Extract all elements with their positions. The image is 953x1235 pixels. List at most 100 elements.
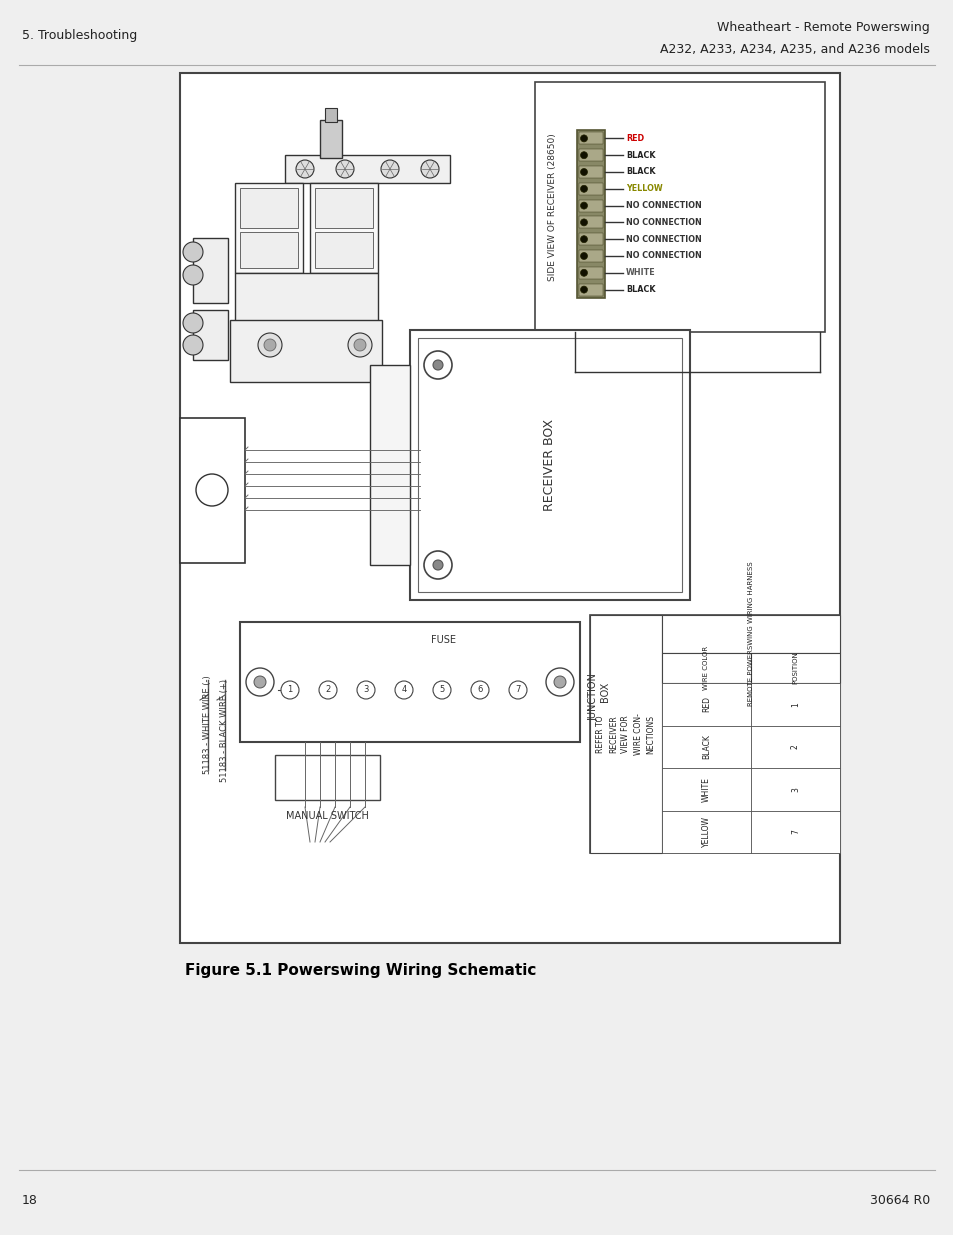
Text: 7: 7 xyxy=(515,685,520,694)
Bar xyxy=(274,755,379,800)
Bar xyxy=(661,683,750,725)
Circle shape xyxy=(433,359,442,370)
Circle shape xyxy=(579,203,587,209)
Text: BLACK: BLACK xyxy=(701,735,710,760)
Circle shape xyxy=(579,252,587,259)
Text: 30664 R0: 30664 R0 xyxy=(869,1193,929,1207)
Text: MANUAL SWITCH: MANUAL SWITCH xyxy=(286,811,369,821)
Bar xyxy=(240,622,579,742)
Bar xyxy=(578,149,602,162)
Circle shape xyxy=(335,161,354,178)
Bar xyxy=(180,73,840,944)
Circle shape xyxy=(183,242,203,262)
Bar xyxy=(240,188,297,228)
Bar xyxy=(285,156,450,183)
Bar xyxy=(578,249,602,262)
Text: 18: 18 xyxy=(22,1193,38,1207)
Text: BLACK: BLACK xyxy=(625,285,655,294)
Text: RED: RED xyxy=(625,133,643,143)
Circle shape xyxy=(554,676,565,688)
Circle shape xyxy=(183,335,203,354)
Text: REMOTE POWERSWING WIRING HARNESS: REMOTE POWERSWING WIRING HARNESS xyxy=(747,562,753,706)
Bar xyxy=(310,183,377,273)
Bar xyxy=(750,653,840,683)
Bar xyxy=(578,284,602,295)
Bar xyxy=(230,320,381,382)
Circle shape xyxy=(253,676,266,688)
Bar xyxy=(577,130,604,298)
Text: NO CONNECTION: NO CONNECTION xyxy=(625,217,701,227)
Bar xyxy=(750,768,840,810)
Bar xyxy=(589,615,661,853)
Bar xyxy=(417,338,681,592)
Circle shape xyxy=(579,168,587,175)
Text: 4: 4 xyxy=(401,685,406,694)
Circle shape xyxy=(356,680,375,699)
Text: 1: 1 xyxy=(790,701,800,706)
Bar xyxy=(240,232,297,268)
Text: 3: 3 xyxy=(363,685,368,694)
Text: A232, A233, A234, A235, and A236 models: A232, A233, A234, A235, and A236 models xyxy=(659,43,929,57)
Text: 2: 2 xyxy=(325,685,331,694)
Circle shape xyxy=(579,135,587,142)
Bar xyxy=(750,683,840,725)
Text: 5: 5 xyxy=(439,685,444,694)
Circle shape xyxy=(471,680,489,699)
Circle shape xyxy=(183,266,203,285)
Circle shape xyxy=(423,351,452,379)
Circle shape xyxy=(195,474,228,506)
Text: SIDE VIEW OF RECEIVER (28650): SIDE VIEW OF RECEIVER (28650) xyxy=(548,133,557,280)
Text: 1: 1 xyxy=(287,685,293,694)
Bar xyxy=(578,132,602,144)
Circle shape xyxy=(380,161,398,178)
Text: 6: 6 xyxy=(476,685,482,694)
Circle shape xyxy=(579,236,587,243)
Circle shape xyxy=(579,269,587,277)
Text: NO CONNECTION: NO CONNECTION xyxy=(625,201,701,210)
Text: Wheatheart - Remote Powerswing: Wheatheart - Remote Powerswing xyxy=(717,21,929,35)
Bar xyxy=(578,233,602,246)
Text: Figure 5.1 Powerswing Wiring Schematic: Figure 5.1 Powerswing Wiring Schematic xyxy=(185,963,536,978)
Text: JUNCTION: JUNCTION xyxy=(587,673,598,721)
Circle shape xyxy=(246,668,274,697)
Text: 2: 2 xyxy=(790,745,800,750)
Circle shape xyxy=(183,312,203,333)
Bar xyxy=(325,107,336,122)
Bar xyxy=(234,183,303,273)
Bar xyxy=(578,267,602,279)
Circle shape xyxy=(579,152,587,159)
Text: WIRE COLOR: WIRE COLOR xyxy=(702,646,709,690)
Text: FUSE: FUSE xyxy=(431,635,456,645)
Bar xyxy=(234,273,377,321)
Text: YELLOW: YELLOW xyxy=(625,184,662,194)
Circle shape xyxy=(264,338,275,351)
Bar xyxy=(410,330,689,600)
Bar xyxy=(661,653,750,683)
Bar xyxy=(578,216,602,228)
Bar xyxy=(319,120,341,158)
Bar xyxy=(314,232,373,268)
Bar xyxy=(578,183,602,195)
Bar xyxy=(750,810,840,853)
Text: NO CONNECTION: NO CONNECTION xyxy=(625,252,701,261)
Text: POSITION: POSITION xyxy=(792,652,798,684)
Circle shape xyxy=(545,668,574,697)
Bar xyxy=(314,188,373,228)
Bar xyxy=(180,417,245,563)
Bar xyxy=(578,200,602,211)
Bar xyxy=(661,810,750,853)
Bar xyxy=(193,310,228,359)
Bar xyxy=(750,725,840,768)
Text: WHITE: WHITE xyxy=(625,268,655,278)
Text: RECEIVER BOX: RECEIVER BOX xyxy=(543,419,556,511)
Circle shape xyxy=(348,333,372,357)
Text: YELLOW: YELLOW xyxy=(701,816,710,847)
Text: 5. Troubleshooting: 5. Troubleshooting xyxy=(22,28,137,42)
Circle shape xyxy=(433,680,451,699)
Circle shape xyxy=(318,680,336,699)
Text: BOX: BOX xyxy=(599,682,609,703)
Bar xyxy=(193,238,228,303)
Circle shape xyxy=(257,333,282,357)
Text: RED: RED xyxy=(701,697,710,713)
Text: WHITE: WHITE xyxy=(701,777,710,802)
